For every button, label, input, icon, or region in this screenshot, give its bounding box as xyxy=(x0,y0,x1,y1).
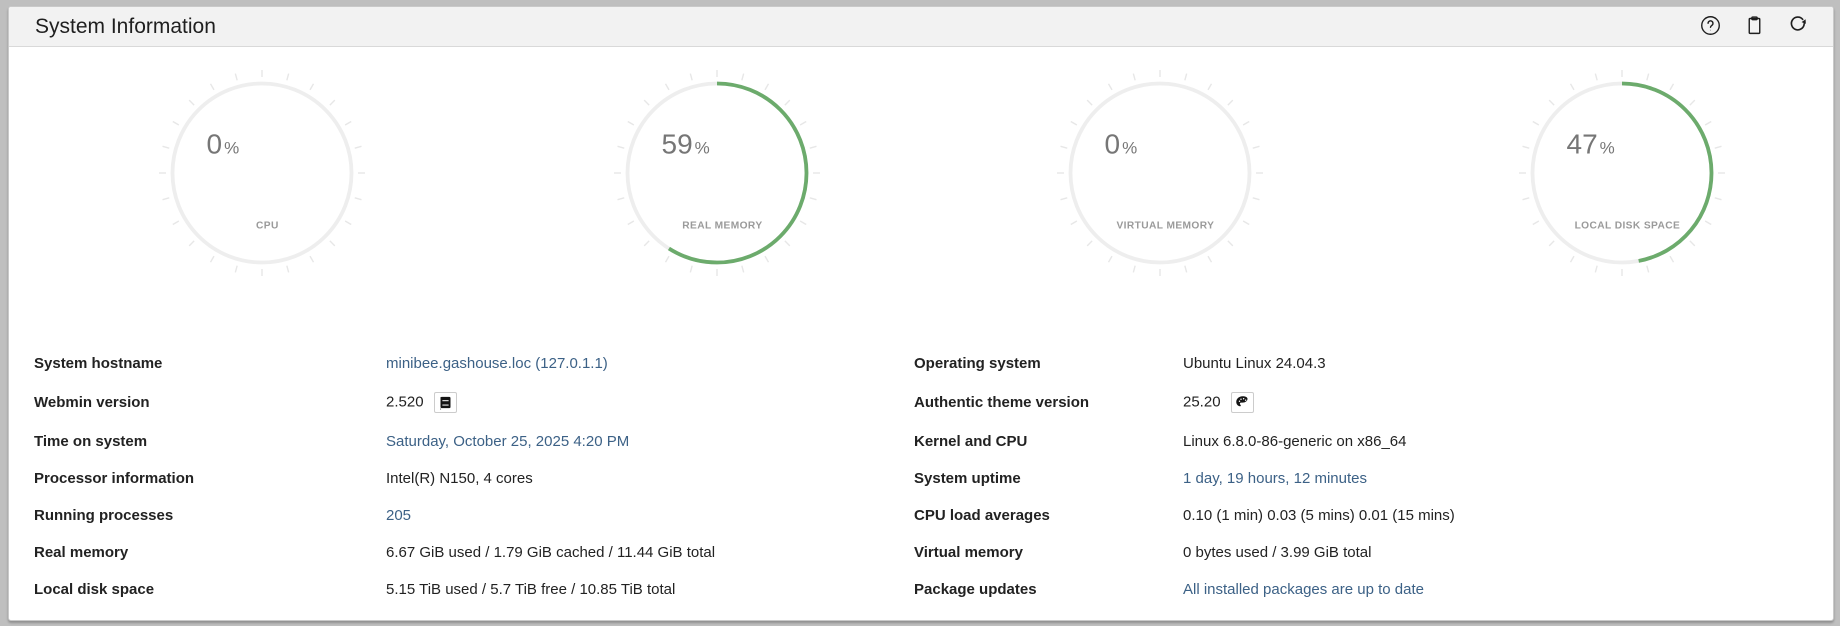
svg-text:47%: 47% xyxy=(1567,128,1615,159)
svg-text:59%: 59% xyxy=(662,128,710,159)
svg-text:VIRTUAL MEMORY: VIRTUAL MEMORY xyxy=(1116,221,1214,232)
svg-text:CPU: CPU xyxy=(256,221,279,232)
svg-text:0%: 0% xyxy=(207,128,240,159)
svg-text:LOCAL DISK SPACE: LOCAL DISK SPACE xyxy=(1575,221,1681,232)
svg-text:0%: 0% xyxy=(1105,128,1138,159)
svg-text:REAL MEMORY: REAL MEMORY xyxy=(682,221,762,232)
